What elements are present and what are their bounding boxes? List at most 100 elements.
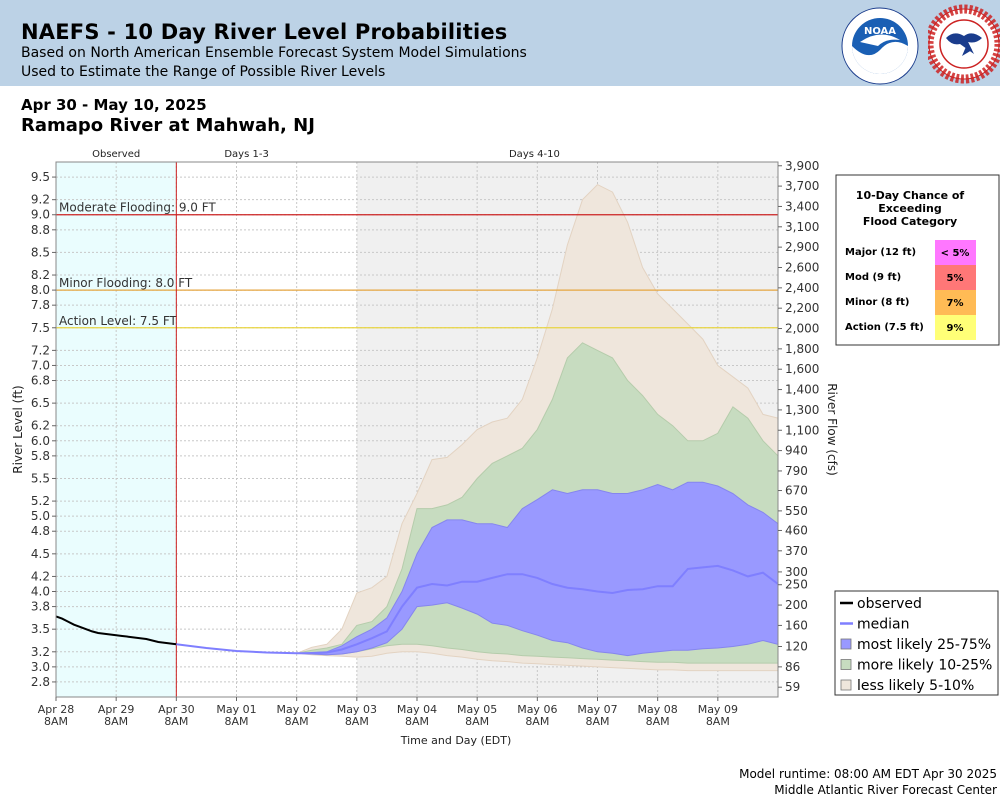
y2-axis-title: River Flow (cfs) <box>825 383 839 476</box>
y2-tick-label: 370 <box>785 544 808 558</box>
noaa-logo: NOAA <box>841 7 919 85</box>
x-tick-sublabel: 8AM <box>285 715 309 728</box>
x-tick-label: Apr 29 <box>98 703 135 716</box>
subtitle-line-1: Based on North American Ensemble Forecas… <box>21 45 527 61</box>
x-tick-label: May 01 <box>216 703 256 716</box>
header-banner <box>0 0 1000 86</box>
chart-legend: observed median most likely 25-75% more lik… <box>834 590 999 696</box>
y2-tick-label: 1,800 <box>785 342 819 356</box>
y-tick-label: 5.0 <box>31 509 50 523</box>
y-tick-label: 9.5 <box>31 170 50 184</box>
axes: 2.83.03.23.53.84.04.24.54.85.05.25.55.86… <box>11 159 839 747</box>
legend-box <box>834 590 999 696</box>
x-tick-sublabel: 8AM <box>585 715 609 728</box>
y2-tick-label: 940 <box>785 444 808 458</box>
x-tick-sublabel: 8AM <box>104 715 128 728</box>
y2-tick-label: 3,900 <box>785 159 819 173</box>
y2-tick-label: 1,400 <box>785 383 819 397</box>
y-tick-label: 3.0 <box>31 660 50 674</box>
y-axis-title: River Level (ft) <box>11 385 25 473</box>
y2-tick-label: 2,000 <box>785 322 819 336</box>
y2-tick-label: 86 <box>785 660 800 674</box>
y-tick-label: 9.0 <box>31 208 50 222</box>
y-tick-label: 8.8 <box>31 223 50 237</box>
observed-line <box>55 615 177 646</box>
y2-tick-label: 1,100 <box>785 423 819 437</box>
y2-tick-label: 2,200 <box>785 301 819 315</box>
section-label-2: Days 4-10 <box>509 149 560 160</box>
legend-box-swatch <box>840 679 852 691</box>
exceedance-row-label: Mod (9 ft) <box>845 272 901 283</box>
days-1-3-region-bg <box>176 162 357 697</box>
median-line <box>176 564 779 655</box>
x-tick-label: May 08 <box>638 703 678 716</box>
y-tick-label: 4.2 <box>31 569 50 583</box>
y-tick-label: 8.0 <box>31 283 50 297</box>
y2-tick-label: 2,400 <box>785 281 819 295</box>
exceedance-row-value: 9% <box>947 323 964 334</box>
x-tick-sublabel: 8AM <box>345 715 369 728</box>
y2-tick-label: 1,600 <box>785 362 819 376</box>
y-tick-label: 8.5 <box>31 245 50 259</box>
threshold-label-0: Moderate Flooding: 9.0 FT <box>59 201 216 215</box>
y2-tick-label: 3,100 <box>785 220 819 234</box>
exceedance-row-label: Action (7.5 ft) <box>845 322 924 333</box>
threshold-label-1: Minor Flooding: 8.0 FT <box>59 276 193 290</box>
x-tick-sublabel: 8AM <box>164 715 188 728</box>
exceedance-title-line: 10-Day Chance of <box>856 189 965 202</box>
y-tick-label: 2.8 <box>31 675 50 689</box>
y-tick-label: 6.5 <box>31 396 50 410</box>
y-tick-label: 6.8 <box>31 374 50 388</box>
y2-tick-label: 550 <box>785 504 808 518</box>
y2-tick-label: 160 <box>785 618 808 632</box>
x-tick-sublabel: 8AM <box>525 715 549 728</box>
section-labels: Observed Days 1-3 Days 4-10 <box>92 149 560 160</box>
legend-box-swatch <box>840 659 852 670</box>
x-tick-label: May 07 <box>577 703 617 716</box>
exceedance-title-line: Exceeding <box>878 202 941 215</box>
series-lines <box>55 564 779 655</box>
x-tick-label: Apr 28 <box>38 703 75 716</box>
y-tick-label: 5.2 <box>31 494 50 508</box>
exceedance-row-label: Major (12 ft) <box>845 247 916 258</box>
y2-tick-label: 2,900 <box>785 240 819 254</box>
x-tick-label: Apr 30 <box>158 703 195 716</box>
exceedance-row-swatch <box>935 290 976 315</box>
y-tick-label: 5.5 <box>31 471 50 485</box>
threshold-label-2: Action Level: 7.5 FT <box>59 314 178 328</box>
y2-tick-label: 790 <box>785 464 808 478</box>
subtitle-line-2: Used to Estimate the Range of Possible R… <box>21 64 386 80</box>
section-label-0: Observed <box>92 149 140 160</box>
y-tick-label: 7.2 <box>31 343 50 357</box>
x-tick-label: May 05 <box>457 703 497 716</box>
exceedance-title-line: Flood Category <box>863 215 957 228</box>
y-tick-label: 4.5 <box>31 547 50 561</box>
section-label-1: Days 1-3 <box>224 149 268 160</box>
y-tick-label: 3.5 <box>31 622 50 636</box>
x-tick-label: May 04 <box>397 703 437 716</box>
y-tick-label: 5.8 <box>31 449 50 463</box>
legend-label: observed <box>857 596 922 612</box>
forecast-center: Middle Atlantic River Forecast Center <box>774 783 997 797</box>
flood-thresholds: Moderate Flooding: 9.0 FT Minor Flooding:… <box>56 162 778 697</box>
y-tick-label: 8.2 <box>31 268 50 282</box>
x-tick-label: May 06 <box>517 703 557 716</box>
y2-tick-label: 250 <box>785 578 808 592</box>
exceedance-row-value: < 5% <box>941 248 970 259</box>
x-tick-sublabel: 8AM <box>706 715 730 728</box>
nws-logo <box>928 4 1000 84</box>
exceedance-row-swatch <box>935 265 976 290</box>
x-axis-title: Time and Day (EDT) <box>400 734 512 747</box>
river-level-chart: Moderate Flooding: 9.0 FT Minor Flooding:… <box>11 149 1000 747</box>
y2-tick-label: 670 <box>785 484 808 498</box>
exceedance-row-value: 7% <box>947 298 964 309</box>
noaa-logo-text: NOAA <box>864 26 896 37</box>
model-runtime: Model runtime: 08:00 AM EDT Apr 30 2025 <box>739 767 997 781</box>
y2-tick-label: 3,700 <box>785 179 819 193</box>
y2-tick-label: 2,600 <box>785 260 819 274</box>
y-tick-label: 7.8 <box>31 298 50 312</box>
x-tick-label: May 03 <box>337 703 377 716</box>
legend-label: most likely 25-75% <box>857 637 991 653</box>
y2-tick-label: 200 <box>785 598 808 612</box>
